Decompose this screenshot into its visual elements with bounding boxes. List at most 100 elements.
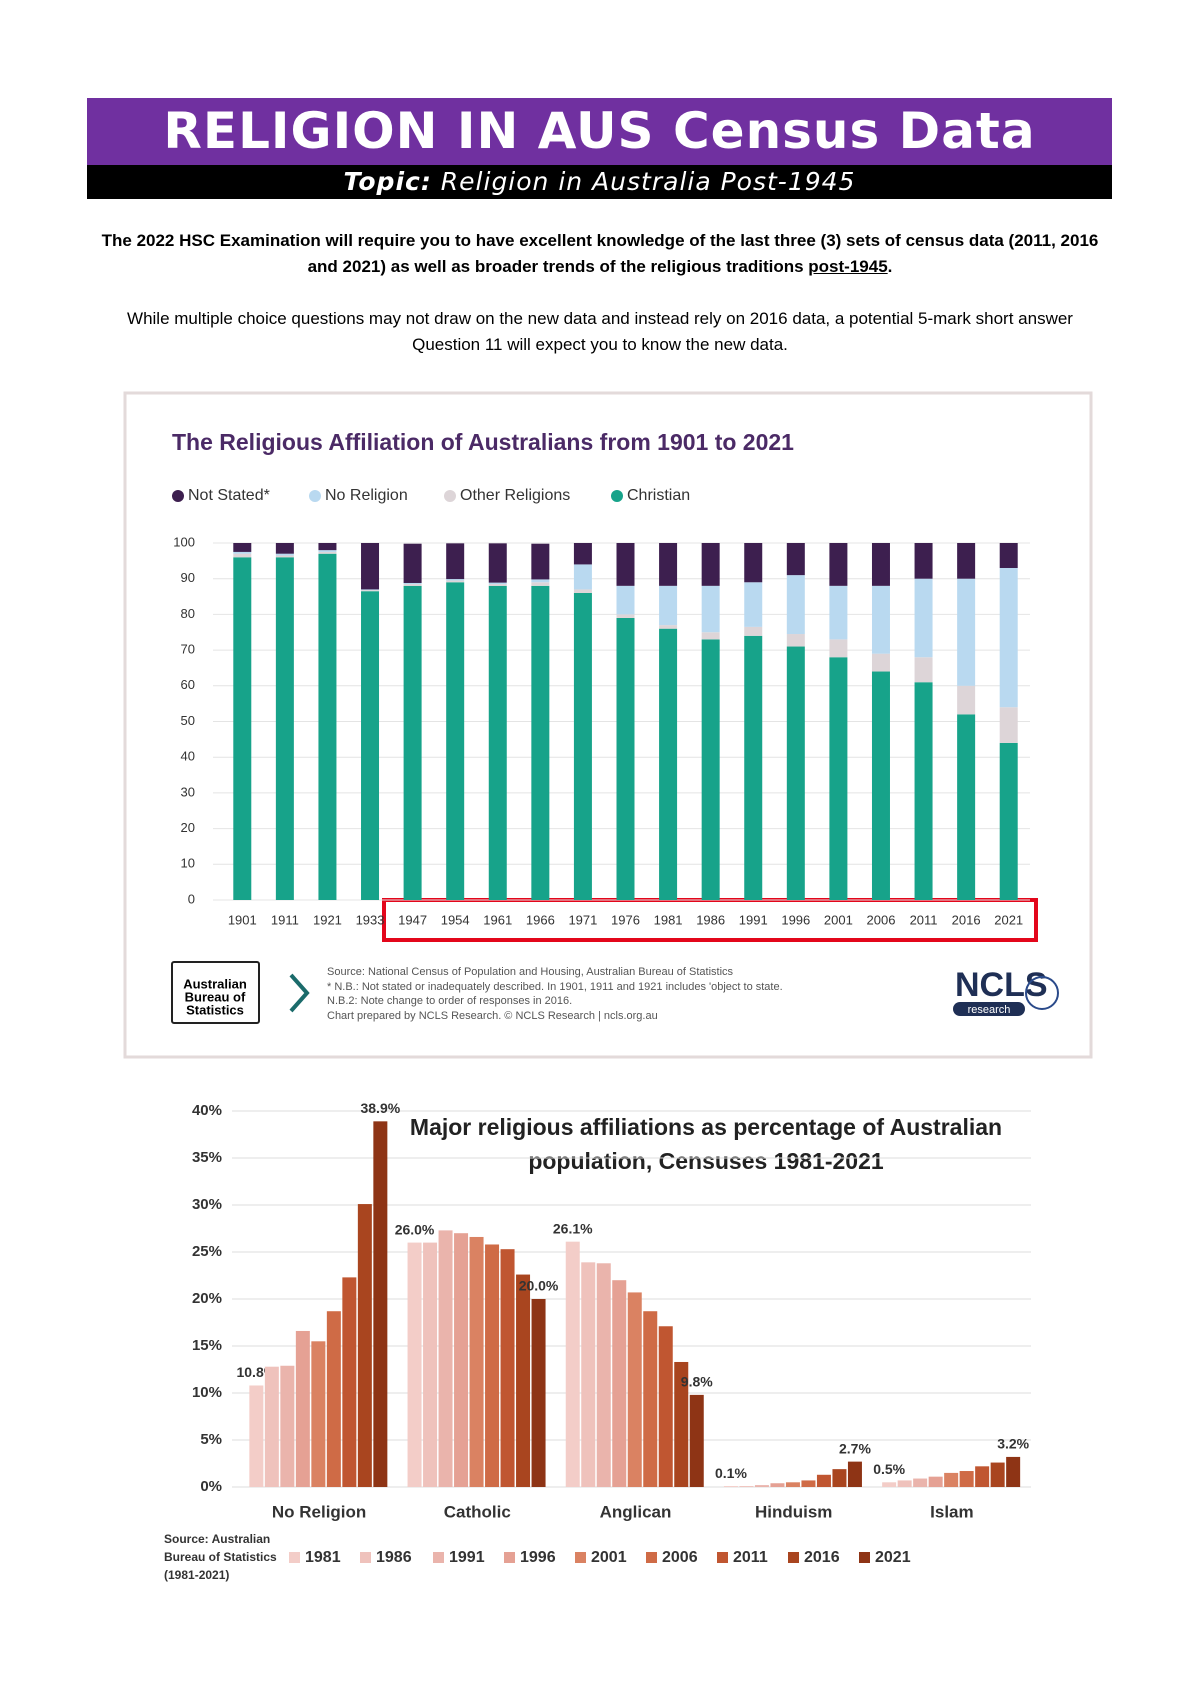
bar <box>311 1341 326 1487</box>
bar-segment <box>531 582 550 586</box>
bar <box>1006 1456 1021 1487</box>
bar <box>770 1483 785 1487</box>
source-text: (1981-2021) <box>164 1568 229 1582</box>
bar-segment <box>914 657 933 683</box>
abs-logo-text: Statistics <box>186 1002 244 1017</box>
bar <box>423 1242 438 1487</box>
bar <box>531 1299 546 1487</box>
bar <box>295 1330 310 1487</box>
legend-marker <box>504 1552 515 1563</box>
bar <box>581 1262 596 1487</box>
bar-segment <box>531 585 550 900</box>
ncls-globe <box>1025 976 1059 1010</box>
bar <box>832 1469 847 1487</box>
x-tick-label: Islam <box>930 1502 973 1521</box>
bar <box>882 1482 897 1487</box>
page-title: RELIGION IN AUS Census Data <box>163 102 1036 160</box>
source-text: Source: National Census of Population an… <box>327 966 734 978</box>
x-tick-label: 2006 <box>867 912 896 927</box>
bar-segment <box>616 585 635 615</box>
bar-segment <box>488 543 507 583</box>
bar <box>469 1236 484 1487</box>
legend-marker <box>575 1552 586 1563</box>
bar-segment <box>233 557 252 900</box>
bar <box>438 1230 453 1487</box>
y-tick-label: 40 <box>181 749 195 764</box>
x-tick-label: Anglican <box>600 1502 672 1521</box>
bar-segment <box>999 543 1018 568</box>
x-tick-label: No Religion <box>272 1502 366 1521</box>
bar-segment <box>829 639 848 658</box>
bar-segment <box>616 543 635 586</box>
bar <box>944 1472 959 1487</box>
data-label: 0.1% <box>715 1465 747 1481</box>
topic-line: Topic: Religion in Australia Post-1945 <box>87 165 1112 199</box>
legend-label: 2021 <box>875 1549 911 1566</box>
legend-marker <box>717 1552 728 1563</box>
bar <box>407 1242 422 1487</box>
x-tick-label: Catholic <box>444 1502 511 1521</box>
y-tick-label: 20 <box>181 820 195 835</box>
intro-text: The 2022 HSC Examination will require yo… <box>101 231 1099 276</box>
bar-segment <box>318 543 337 551</box>
bar-segment <box>573 543 592 565</box>
x-tick-label: 1976 <box>611 912 640 927</box>
bar <box>990 1462 1005 1487</box>
legend-label: 1991 <box>449 1549 485 1566</box>
bar-segment <box>403 585 422 900</box>
y-tick-label: 15% <box>192 1337 222 1354</box>
bar-segment <box>871 653 890 672</box>
bar-segment <box>659 628 678 900</box>
bar <box>643 1311 658 1487</box>
legend-marker <box>289 1552 300 1563</box>
bar <box>627 1292 642 1487</box>
x-tick-label: 1971 <box>568 912 597 927</box>
bar <box>928 1476 943 1487</box>
bar <box>326 1311 341 1487</box>
bar <box>739 1486 754 1487</box>
chart-title: Major religious affiliations as percenta… <box>410 1114 1002 1140</box>
bar <box>847 1461 862 1487</box>
x-tick-label: 1954 <box>441 912 470 927</box>
abs-logo <box>171 961 260 1024</box>
legend-label: Other Religions <box>460 487 570 504</box>
bar-segment <box>573 592 592 900</box>
bar-segment <box>659 585 678 626</box>
bar-segment <box>914 682 933 900</box>
data-label: 3.2% <box>997 1436 1029 1452</box>
chart-title: population, Censuses 1981-2021 <box>528 1148 884 1174</box>
ncls-logo-sub: research <box>968 1004 1011 1016</box>
legend-marker <box>433 1552 444 1563</box>
chart-title: The Religious Affiliation of Australians… <box>172 429 794 455</box>
bar-segment <box>233 553 252 558</box>
legend-label: 1981 <box>305 1549 341 1566</box>
bar-segment <box>999 707 1018 743</box>
y-tick-label: 50 <box>181 713 195 728</box>
bar-segment <box>659 625 678 629</box>
bar-segment <box>233 543 252 552</box>
y-tick-label: 10% <box>192 1384 222 1401</box>
bar <box>249 1385 264 1487</box>
bar-segment <box>531 543 550 580</box>
bar-segment <box>318 553 337 900</box>
data-label: 38.9% <box>360 1100 400 1116</box>
y-tick-label: 80 <box>181 606 195 621</box>
bar-segment <box>659 543 678 586</box>
bar-segment <box>361 591 380 900</box>
bar-segment <box>361 543 380 590</box>
legend-label: 2011 <box>733 1549 768 1566</box>
x-tick-label: 2021 <box>994 912 1023 927</box>
legend-label: No Religion <box>325 487 408 504</box>
bar-segment <box>871 671 890 900</box>
ncls-logo: NCLS <box>955 966 1048 1004</box>
bar <box>754 1485 769 1487</box>
bar-segment <box>275 557 294 900</box>
x-tick-label: 1981 <box>654 912 683 927</box>
bar-segment <box>361 589 380 591</box>
x-tick-label: 1986 <box>696 912 725 927</box>
bar-segment <box>957 578 976 686</box>
bar <box>280 1365 295 1487</box>
bar-segment <box>531 579 550 583</box>
bar-segment <box>744 626 763 636</box>
source-text: Source: Australian <box>164 1532 270 1546</box>
